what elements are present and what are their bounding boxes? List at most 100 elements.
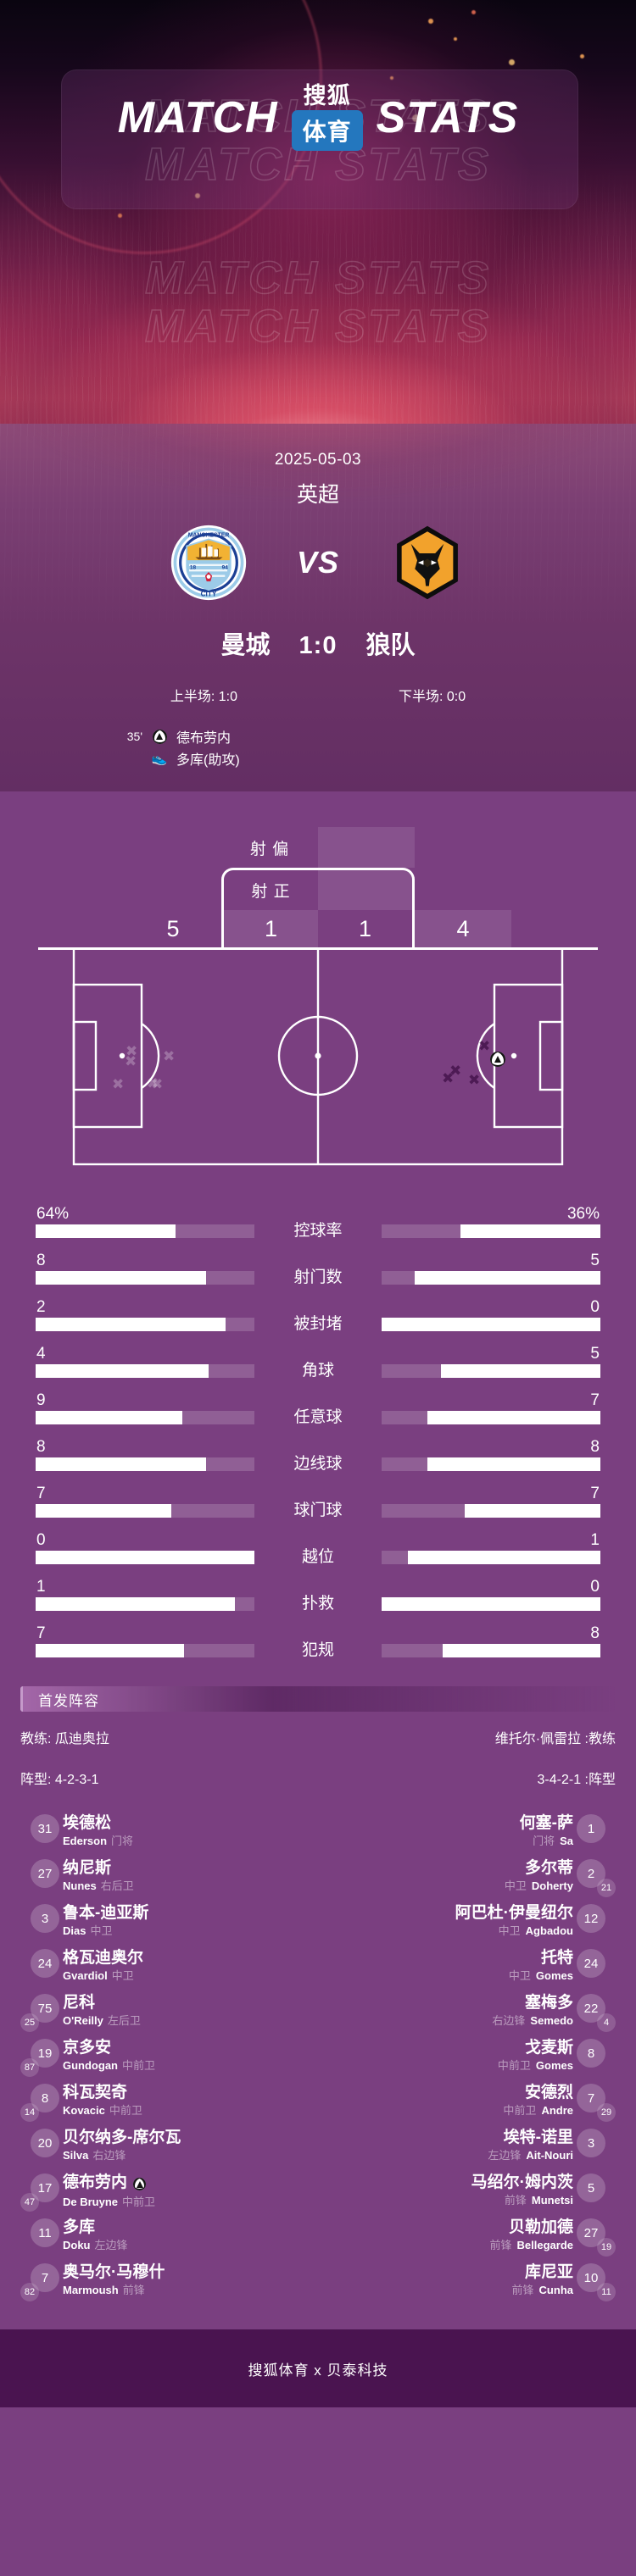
away-player-en-name: Agbadou [525, 1924, 573, 1937]
away-player[interactable]: 马绍尔·姆内茨 前锋 Munetsi 5 [353, 2173, 616, 2218]
match-date: 2025-05-03 [274, 451, 362, 469]
away-player-number-wrap: 10 11 [573, 2262, 616, 2301]
away-team-crest-icon [397, 525, 458, 600]
player-row: 8 14 科瓦契奇 Kovacic 中前卫 安德烈 中前卫 Andre 7 29 [20, 2083, 616, 2128]
home-player[interactable]: 7 82 奥马尔·马穆什 Marmoush 前锋 [20, 2262, 283, 2307]
home-team-name: 曼城 [220, 632, 271, 659]
page-footer: 搜狐体育 x 贝泰科技 [0, 2329, 636, 2407]
spark-particle [390, 76, 393, 80]
stat-label: 被封堵 [293, 1315, 343, 1333]
spark-particle [195, 193, 200, 198]
home-player-en-name: Ederson [63, 1835, 108, 1847]
formations-row: 阵型: 4-2-3-1 3-4-2-1 :阵型 [0, 1768, 636, 1788]
shot-marker: ✖ [151, 1076, 164, 1092]
stat-label: 越位 [301, 1548, 334, 1566]
home-player-number: 7 [31, 2263, 59, 2292]
goal-location-ball-icon [490, 1052, 505, 1067]
home-player-en-name: Gvardiol [63, 1969, 108, 1982]
home-stat-track [36, 1318, 254, 1331]
stat-label: 球门球 [293, 1502, 343, 1519]
away-stat-value: 7 [590, 1485, 600, 1502]
home-shots-on-target: 1 [221, 910, 318, 947]
away-player[interactable]: 戈麦斯 中前卫 Gomes 8 [353, 2038, 616, 2083]
home-player[interactable]: 75 25 尼科 O'Reilly 左后卫 [20, 1993, 283, 2038]
page-title: MATCH 搜狐 体育 STATS [0, 83, 636, 153]
away-player-sub-number: 21 [597, 1879, 616, 1897]
shot-marker: ✖ [449, 1063, 462, 1079]
away-player-number-wrap: 3 [573, 2128, 616, 2165]
event-player-name: 多库(助攻) [176, 753, 240, 768]
home-player-position: 右边锋 [92, 2149, 126, 2162]
home-player[interactable]: 20 贝尔纳多-席尔瓦 Silva 右边锋 [20, 2128, 283, 2173]
stat-row: 0 越位 1 [0, 1518, 636, 1566]
home-player-info: 纳尼斯 Nunes 右后卫 [63, 1858, 283, 1893]
home-player-name: 科瓦契奇 [63, 2084, 128, 2101]
away-player-info: 阿巴杜·伊曼纽尔 中卫 Agbadou [353, 1903, 573, 1938]
goal-events-list: 35' 德布劳内 👟 多库(助攻) [0, 725, 636, 791]
shots-off-target-header: 射 偏 [0, 827, 636, 868]
home-player-info: 德布劳内 De Bruyne 中前卫 [63, 2173, 283, 2209]
home-player-info: 奥马尔·马穆什 Marmoush 前锋 [63, 2262, 283, 2297]
home-stat-fill [36, 1457, 207, 1471]
home-player-info: 尼科 O'Reilly 左后卫 [63, 1993, 283, 2028]
home-player-en-name: Dias [63, 1924, 86, 1937]
home-player-number: 11 [31, 2218, 59, 2247]
away-player-name: 马绍尔·姆内茨 [471, 2174, 573, 2191]
away-player-info: 戈麦斯 中前卫 Gomes [353, 2038, 573, 2073]
away-player[interactable]: 托特 中卫 Gomes 24 [353, 1948, 616, 1993]
away-player[interactable]: 塞梅多 右边锋 Semedo 22 4 [353, 1993, 616, 2038]
away-player-en-name: Andre [541, 2104, 573, 2117]
footer-credit: 搜狐体育 x 贝泰科技 [248, 2362, 388, 2379]
away-player-info: 多尔蒂 中卫 Doherty [353, 1858, 573, 1893]
away-player-meta: 门将 Sa [353, 1834, 573, 1848]
away-stat-value: 36% [566, 1205, 600, 1223]
shot-marker: ✖ [163, 1048, 176, 1064]
away-player-name: 塞梅多 [524, 1994, 573, 2012]
coaches-row: 教练: 瓜迪奥拉 维托尔·佩雷拉 :教练 [0, 1727, 636, 1747]
home-player[interactable]: 27 纳尼斯 Nunes 右后卫 [20, 1858, 283, 1903]
home-stat-fill [36, 1504, 171, 1518]
away-player-position: 前锋 [489, 2239, 512, 2251]
away-player[interactable]: 库尼亚 前锋 Cunha 10 11 [353, 2262, 616, 2307]
away-player[interactable]: 何塞-萨 门将 Sa 1 [353, 1813, 616, 1858]
home-player[interactable]: 3 鲁本-迪亚斯 Dias 中卫 [20, 1903, 283, 1948]
away-player[interactable]: 多尔蒂 中卫 Doherty 2 21 [353, 1858, 616, 1903]
home-player[interactable]: 31 埃德松 Ederson 门将 [20, 1813, 283, 1858]
home-stat-fill [36, 1644, 185, 1657]
away-player-name: 安德烈 [524, 2084, 573, 2101]
away-player[interactable]: 安德烈 中前卫 Andre 7 29 [353, 2083, 616, 2128]
home-player-name: 埃德松 [63, 1814, 112, 1832]
away-player-sub-number: 29 [597, 2103, 616, 2122]
home-player[interactable]: 8 14 科瓦契奇 Kovacic 中前卫 [20, 2083, 283, 2128]
home-player-name: 德布劳内 [63, 2173, 283, 2194]
away-player[interactable]: 阿巴杜·伊曼纽尔 中卫 Agbadou 12 [353, 1903, 616, 1948]
away-stat-value: 0 [590, 1298, 600, 1316]
home-player[interactable]: 11 多库 Doku 左边锋 [20, 2218, 283, 2262]
away-player-en-name: Gomes [535, 2059, 573, 2072]
player-row: 19 87 京多安 Gundogan 中前卫 戈麦斯 中前卫 Gomes 8 [20, 2038, 616, 2083]
home-player-en-name: Nunes [63, 1879, 97, 1892]
stat-row: 2 被封堵 0 [0, 1285, 636, 1333]
away-stat-fill [460, 1224, 600, 1238]
match-info-section: 2025-05-03 英超 [0, 424, 636, 791]
away-player-info: 塞梅多 右边锋 Semedo [353, 1993, 573, 2028]
away-stat-track [382, 1271, 600, 1285]
away-player-en-name: Doherty [531, 1879, 573, 1892]
shot-map-section: 射 偏 射 正 5 1 1 4 [0, 791, 636, 1176]
away-stat-fill [382, 1597, 600, 1611]
away-player-info: 埃特-诺里 左边锋 Ait-Nouri [353, 2128, 573, 2162]
home-player[interactable]: 19 87 京多安 Gundogan 中前卫 [20, 2038, 283, 2083]
home-player[interactable]: 17 47 德布劳内 De Bruyne 中前卫 [20, 2173, 283, 2218]
away-player[interactable]: 埃特-诺里 左边锋 Ait-Nouri 3 [353, 2128, 616, 2173]
away-player-position: 右边锋 [492, 2014, 526, 2027]
shot-marker: ✖ [126, 1043, 138, 1059]
home-player[interactable]: 24 格瓦迪奥尔 Gvardiol 中卫 [20, 1948, 283, 1993]
away-player-number-wrap: 1 [573, 1813, 616, 1851]
svg-text:94: 94 [222, 564, 229, 570]
away-player-en-name: Munetsi [531, 2194, 573, 2207]
away-player-position: 前锋 [504, 2194, 527, 2207]
home-player-meta: Doku 左边锋 [63, 2238, 283, 2252]
home-player-en-name: Gundogan [63, 2059, 118, 2072]
away-player[interactable]: 贝勒加德 前锋 Bellegarde 27 19 [353, 2218, 616, 2262]
shots-off-label-left: 射 偏 [249, 840, 290, 858]
